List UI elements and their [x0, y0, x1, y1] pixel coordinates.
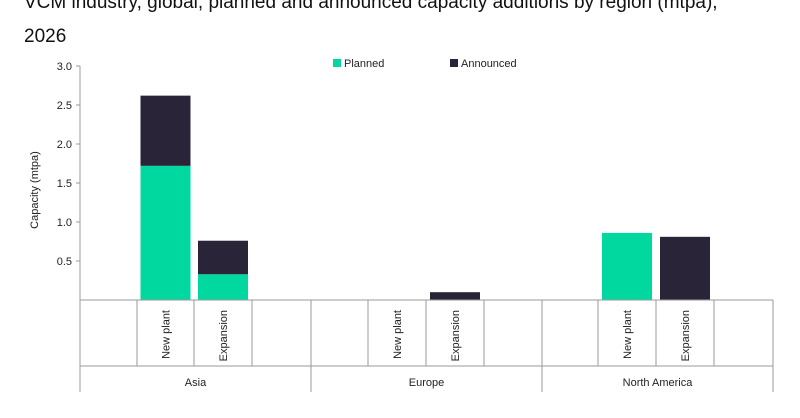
y-axis-label: Capacity (mtpa)	[29, 151, 41, 229]
category-label: Expansion	[450, 310, 462, 361]
bar-announced	[140, 95, 191, 166]
bar-planned	[602, 232, 652, 300]
category-label: New plant	[161, 310, 173, 359]
legend-swatch	[333, 59, 341, 67]
y-tick-label: 2.5	[57, 100, 72, 112]
group-label: North America	[623, 377, 694, 389]
bar-planned	[198, 274, 248, 300]
y-tick-label: 3.0	[57, 61, 72, 73]
bar-announced	[660, 236, 710, 300]
category-label: New plant	[622, 310, 634, 359]
bars	[140, 95, 710, 300]
chart-title: VCM industry, global, planned and announ…	[24, 0, 718, 47]
x-axis: New plant Expansion New plant Expansion New …	[79, 299, 774, 392]
y-tick-label: 0.5	[57, 256, 72, 268]
category-label: New plant	[392, 310, 404, 359]
bar-announced	[430, 292, 480, 300]
legend: Planned Announced	[333, 58, 517, 70]
y-axis: 3.0 2.5 2.0 1.5 1.0 0.5	[57, 61, 81, 300]
y-tick-label: 2.0	[57, 139, 72, 151]
category-label: Expansion	[680, 310, 692, 361]
legend-label: Announced	[461, 58, 517, 70]
y-tick-label: 1.0	[57, 217, 72, 229]
bar-announced	[198, 240, 248, 275]
legend-swatch	[450, 59, 458, 67]
group-label: Europe	[409, 377, 444, 389]
group-label: Asia	[185, 377, 207, 389]
y-tick-label: 1.5	[57, 178, 72, 190]
bar-planned	[140, 165, 191, 300]
category-label: Expansion	[218, 310, 230, 361]
legend-label: Planned	[344, 58, 384, 70]
